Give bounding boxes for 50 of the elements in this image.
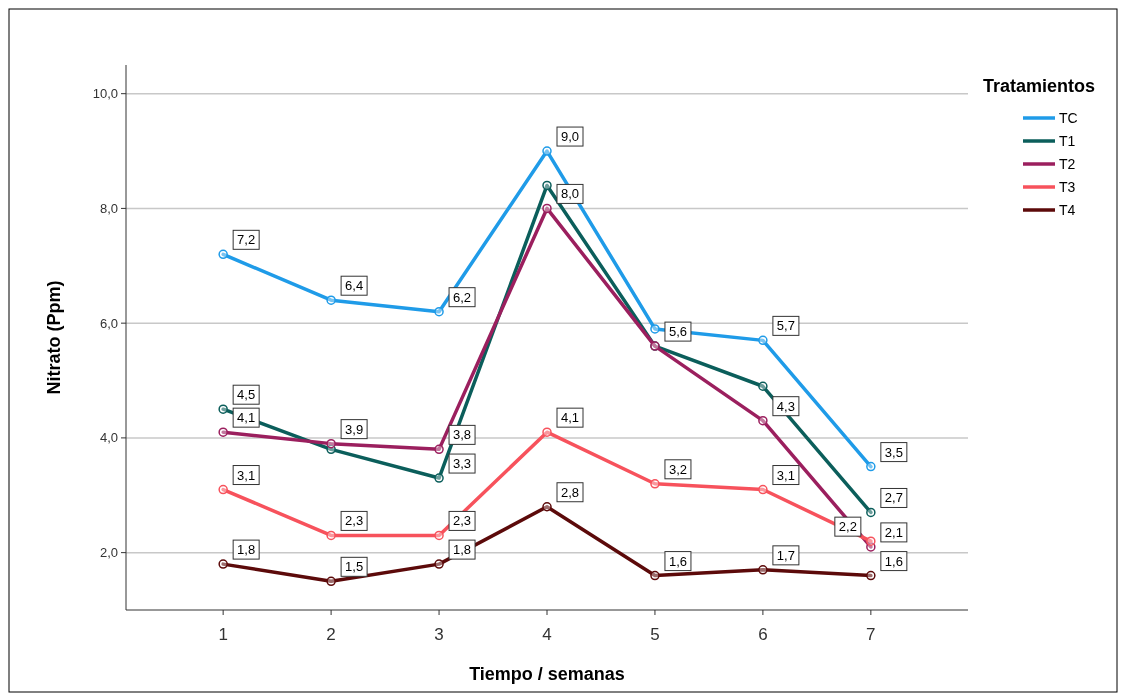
data-label: 3,1 [776,467,795,483]
data-label: 1,8 [453,542,472,558]
x-tick-label: 7 [866,625,876,644]
data-label: 2,3 [345,513,364,529]
data-label: 1,6 [668,553,687,569]
data-label: 7,2 [237,232,256,248]
data-label: 5,6 [668,324,687,340]
data-label: 1,8 [237,542,256,558]
data-label: 6,4 [345,278,364,294]
data-label: 2,2 [838,519,857,535]
y-tick-label: 4,0 [99,430,118,446]
y-tick-label: 6,0 [99,315,118,331]
x-tick-label: 6 [758,625,768,644]
data-label: 3,3 [453,456,472,472]
data-label: 1,7 [776,547,795,563]
data-label: 4,3 [776,398,795,414]
x-tick-label: 1 [218,625,228,644]
data-label: 2,3 [453,513,472,529]
legend-label: T3 [1059,178,1076,195]
data-label: 3,2 [668,461,687,477]
x-axis-title: Tiempo / semanas [469,664,625,684]
data-label: 6,2 [453,289,472,305]
data-label: 8,0 [560,186,580,202]
data-label: 4,1 [560,410,580,426]
data-label: 9,0 [560,129,580,145]
y-axis-title: Nitrato (Ppm) [44,280,64,395]
legend-label: T2 [1059,155,1076,172]
data-label: 3,8 [453,427,472,443]
legend-label: T1 [1059,132,1076,149]
x-tick-label: 4 [542,625,552,644]
y-tick-label: 2,0 [99,545,118,561]
data-label: 5,7 [776,318,795,334]
x-tick-label: 3 [434,625,444,644]
y-tick-label: 10,0 [92,86,118,102]
x-tick-label: 2 [326,625,336,644]
data-label: 1,6 [884,553,903,569]
data-label: 3,5 [884,444,903,460]
data-label: 2,8 [560,484,580,500]
data-label: 2,1 [884,524,903,540]
data-label: 3,1 [237,467,256,483]
legend-label: T4 [1059,201,1076,218]
data-label: 4,1 [237,410,256,426]
data-label: 3,9 [345,421,364,437]
legend-title: Tratamientos [983,76,1096,96]
legend-label: TC [1059,109,1078,126]
data-label: 1,5 [345,559,364,575]
data-label: 4,5 [237,387,256,403]
data-label: 2,7 [884,490,903,506]
y-tick-label: 8,0 [99,200,118,216]
x-tick-label: 5 [650,625,660,644]
